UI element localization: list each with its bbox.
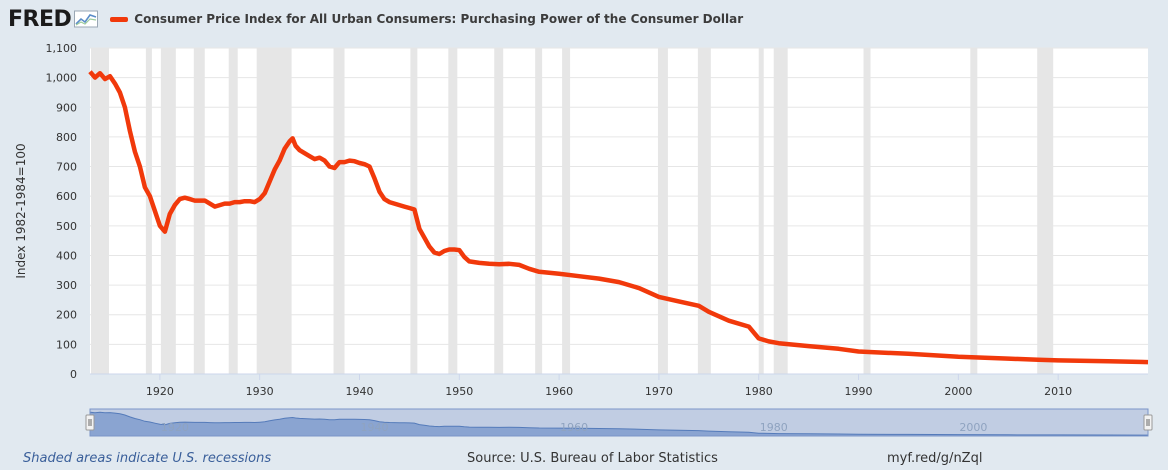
y-axis-label: Index 1982-1984=100 [14,143,28,278]
y-tick-label: 300 [56,279,77,292]
navigator-left-handle[interactable] [85,414,95,431]
x-tick-label: 1930 [246,385,274,398]
y-tick-label: 800 [56,131,77,144]
recession-band [256,48,292,374]
navigator-labels: 1920 1940 1960 1980 2000 [161,421,987,434]
x-tick-label: 1970 [645,385,673,398]
recession-band [160,48,176,374]
x-tick-label: 1990 [845,385,873,398]
series-line-purchasing-power[interactable] [88,70,1149,365]
recession-band [448,48,458,374]
line-chart-icon [74,10,99,28]
chart-area[interactable]: 0 100 200 300 400 500 600 700 800 900 1,000 1,100 1… [0,0,1168,448]
source-note: Source: U.S. Bureau of Labor Statistics [467,451,718,466]
y-tick-label: 0 [70,368,77,381]
recession-band [535,48,543,374]
recession-band [193,48,205,374]
recession-band [333,48,345,374]
y-tick-label: 100 [56,338,77,351]
chart-footer: Shaded areas indicate U.S. recessions So… [0,448,1168,470]
y-tick-label: 1,000 [46,72,78,85]
recession-band [145,48,152,374]
recession-band [970,48,978,374]
navigator-tick-label: 1960 [560,421,588,434]
navigator-right-handle[interactable] [1143,414,1153,431]
recession-band [1037,48,1054,374]
x-axis: 1920 1930 1940 1950 1960 1970 1980 1990 2000 2010 [90,373,1148,398]
recession-band [697,48,711,374]
navigator-selection[interactable] [89,408,1149,437]
x-tick-label: 1940 [345,385,373,398]
recession-band [773,48,788,374]
short-link[interactable]: myf.red/g/nZql [887,451,983,466]
navigator-tick-label: 1940 [360,421,388,434]
plot-background [90,48,1148,374]
legend-label[interactable]: Consumer Price Index for All Urban Consu… [134,12,744,26]
recession-band [90,48,109,374]
y-tick-label: 700 [56,161,77,174]
recession-band [863,48,871,374]
recessions-note: Shaded areas indicate U.S. recessions [23,451,272,466]
chart-header: FRED Consumer Price Index for All Urban … [8,4,743,34]
x-tick-label: 1920 [146,385,174,398]
navigator-tick-label: 1920 [161,421,189,434]
y-tick-label: 900 [56,101,77,114]
legend-swatch [110,16,129,22]
y-tick-label: 200 [56,309,77,322]
x-tick-label: 1950 [445,385,473,398]
recession-band [758,48,764,374]
recession-band [494,48,504,374]
fred-logo[interactable]: FRED [8,6,72,32]
navigator-tick-label: 1980 [760,421,788,434]
navigator-tick-label: 2000 [959,421,987,434]
y-tick-label: 400 [56,249,77,262]
recession-band [228,48,238,374]
y-tick-label: 1,100 [46,42,78,55]
recession-band [657,48,668,374]
y-tick-label: 500 [56,220,77,233]
y-axis: 0 100 200 300 400 500 600 700 800 900 1,000 1,100 [46,42,78,381]
navigator[interactable]: 1920 1940 1960 1980 2000 [85,408,1153,437]
x-tick-label: 1960 [545,385,573,398]
x-tick-label: 1980 [745,385,773,398]
navigator-series [89,411,1149,437]
y-tick-label: 600 [56,190,77,203]
recession-bands [90,48,1054,374]
recession-band [562,48,571,374]
x-tick-label: 2010 [1044,385,1072,398]
x-tick-label: 2000 [944,385,972,398]
